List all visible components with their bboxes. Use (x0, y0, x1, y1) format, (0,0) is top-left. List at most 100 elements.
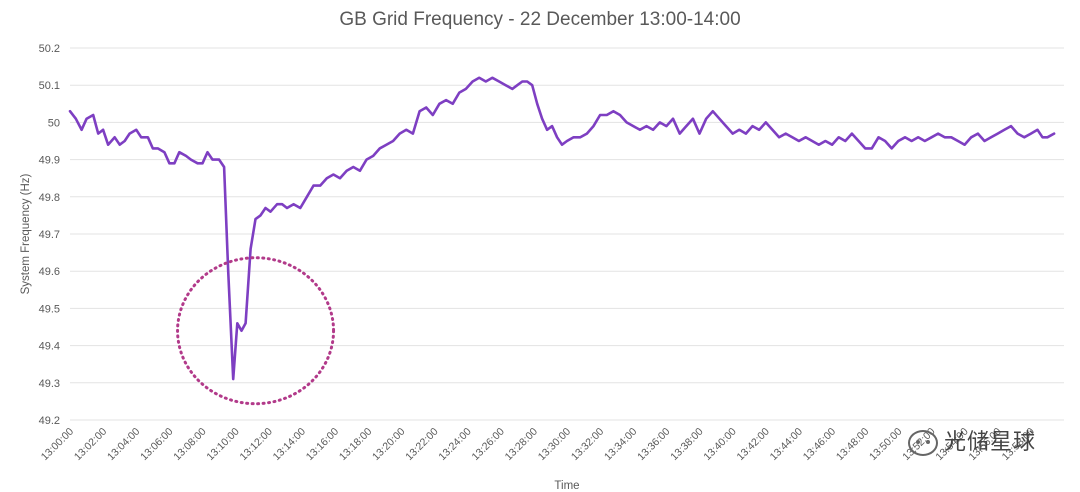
data-point (884, 140, 886, 142)
data-point (996, 132, 999, 135)
data-point (1030, 132, 1032, 135)
data-point (123, 140, 126, 142)
data-point (970, 136, 972, 139)
data-point (837, 136, 840, 139)
data-point (778, 136, 780, 139)
data-point (80, 129, 83, 131)
watermark-text: 光储星球 (944, 430, 1037, 455)
data-point (471, 80, 474, 83)
data-point (521, 80, 524, 83)
data-point (326, 177, 328, 179)
data-point (491, 77, 494, 79)
data-point (1023, 136, 1025, 139)
data-point (232, 378, 234, 380)
x-tick-label: 13:36:00 (635, 426, 672, 463)
data-point (511, 88, 514, 90)
y-tick-label: 50.1 (39, 80, 60, 92)
data-point (586, 132, 588, 135)
y-axis-ticks: 49.2 49.3 49.4 49.5 49.6 49.7 49.8 49.9 50 50.1 50… (39, 43, 60, 427)
data-point (659, 121, 661, 124)
data-point (269, 210, 272, 213)
series-line-0 (68, 76, 1056, 381)
chart-title: GB Grid Frequency - 22 December 13:00-14… (339, 9, 741, 30)
y-tick-label: 49.7 (39, 229, 60, 241)
data-point (599, 114, 601, 116)
data-point (286, 207, 288, 209)
x-tick-label: 13:40:00 (701, 426, 738, 463)
data-point (140, 136, 142, 139)
data-point (857, 140, 860, 142)
data-point (372, 155, 375, 157)
x-tick-label: 13:02:00 (72, 426, 109, 463)
data-point (128, 132, 131, 135)
data-point (206, 151, 209, 153)
data-point (306, 196, 308, 198)
data-point (924, 140, 926, 142)
y-axis-label: System Frequency (Hz) (20, 173, 32, 294)
x-tick-label: 13:30:00 (536, 426, 573, 463)
x-tick-label: 13:08:00 (171, 426, 208, 463)
data-point (392, 140, 394, 142)
data-point (561, 143, 563, 146)
data-point (339, 177, 341, 179)
data-point (645, 125, 648, 127)
data-point (791, 136, 794, 139)
data-point (731, 132, 734, 135)
data-point (725, 125, 727, 127)
data-point (196, 162, 199, 165)
data-point (236, 322, 239, 325)
data-point (102, 129, 104, 131)
data-point (864, 147, 866, 150)
data-point (211, 158, 214, 161)
data-point (113, 136, 116, 139)
data-point (418, 110, 421, 112)
data-point (811, 140, 813, 142)
x-tick-label: 13:16:00 (304, 426, 341, 463)
data-point (107, 143, 109, 146)
data-point (712, 110, 714, 112)
data-point (498, 80, 500, 83)
data-point (572, 136, 575, 139)
x-tick-label: 13:04:00 (105, 426, 142, 463)
data-point (85, 117, 88, 120)
y-tick-label: 49.2 (39, 415, 60, 427)
y-tick-label: 49.9 (39, 155, 60, 167)
data-point (771, 129, 774, 131)
data-point (1010, 125, 1012, 127)
y-tick-label: 49.3 (39, 378, 60, 390)
x-tick-label: 13:32:00 (569, 426, 606, 463)
data-point (579, 136, 582, 139)
data-point (877, 136, 880, 139)
data-point (299, 207, 302, 209)
x-tick-label: 13:50:00 (867, 426, 904, 463)
data-point (551, 125, 553, 127)
wechat-icon (908, 430, 938, 456)
data-point (758, 129, 760, 131)
data-point (163, 151, 166, 153)
data-point (652, 129, 654, 131)
x-axis-label: Time (554, 480, 579, 492)
gridlines (70, 47, 1064, 421)
data-point (804, 136, 807, 139)
x-tick-label: 13:44:00 (768, 426, 805, 463)
data-point (871, 147, 873, 150)
data-point (950, 136, 953, 139)
x-tick-label: 13:34:00 (602, 426, 639, 463)
x-tick-label: 13:38:00 (668, 426, 705, 463)
data-point (465, 88, 467, 90)
data-point (937, 132, 939, 135)
data-point (69, 110, 71, 112)
data-point (240, 329, 243, 332)
data-point (977, 132, 979, 135)
data-point (425, 106, 428, 109)
watermark: 光储星球 (908, 424, 1036, 456)
data-point (504, 84, 507, 86)
series-layer (68, 76, 1056, 381)
data-point (556, 136, 558, 139)
data-point (359, 170, 361, 172)
data-point (276, 203, 278, 205)
data-point (147, 136, 149, 139)
data-point (625, 121, 628, 124)
x-tick-label: 13:42:00 (735, 426, 772, 463)
data-point (223, 166, 225, 168)
